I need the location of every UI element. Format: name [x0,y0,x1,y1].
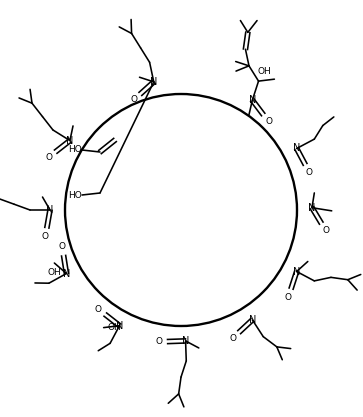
Text: N: N [63,269,70,279]
Text: N: N [46,205,54,215]
Text: OH: OH [48,268,61,277]
Text: N: N [249,95,256,105]
Text: O: O [45,153,52,162]
Text: N: N [293,143,300,153]
Text: O: O [155,337,162,347]
Text: N: N [308,203,316,213]
Text: O: O [265,117,272,126]
Text: N: N [182,336,189,346]
Text: N: N [293,266,300,276]
Text: OH: OH [258,67,272,76]
Text: O: O [95,304,102,314]
Text: OH: OH [107,323,121,332]
Text: O: O [42,232,49,241]
Text: O: O [285,293,292,301]
Text: N: N [116,321,123,331]
Text: O: O [229,334,236,343]
Text: N: N [66,136,74,146]
Text: N: N [150,77,158,87]
Text: O: O [322,226,329,235]
Text: N: N [249,315,256,325]
Text: HO: HO [68,146,82,155]
Text: O: O [130,95,137,104]
Text: O: O [306,168,313,177]
Text: HO: HO [68,191,82,199]
Text: O: O [59,242,66,251]
